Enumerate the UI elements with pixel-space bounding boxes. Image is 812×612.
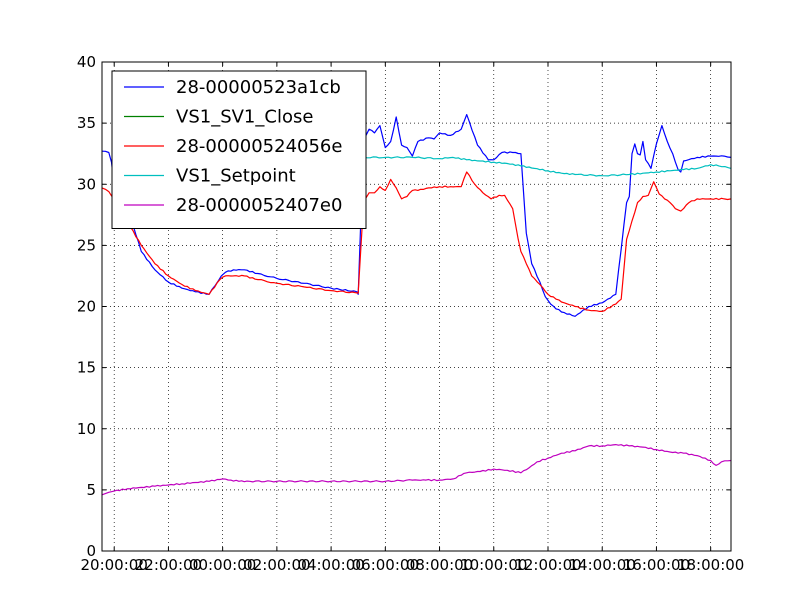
x-tick-label: 18:00:00 [677,556,744,574]
x-tick-label: 22:00:00 [135,556,202,574]
y-tick-label: 10 [77,420,96,438]
y-tick-label: 0 [86,542,96,560]
y-tick-label: 35 [77,114,96,132]
x-tick-label: 10:00:00 [460,556,527,574]
legend: 28-00000523a1cb VS1_SV1_Close 28-000005240… [111,70,367,229]
x-tick-label: 12:00:00 [514,556,581,574]
x-tick-label: 02:00:00 [243,556,310,574]
y-tick-label: 30 [77,175,96,193]
x-tick-label: 14:00:00 [569,556,636,574]
series-line [101,171,732,312]
legend-label: 28-00000524056e [176,136,342,157]
x-tick-label: 00:00:00 [189,556,256,574]
y-tick-label: 25 [77,236,96,254]
x-tick-label: 06:00:00 [352,556,419,574]
x-tick-label: 08:00:00 [406,556,473,574]
y-tick-label: 5 [86,481,96,499]
y-tick-label: 40 [77,53,96,71]
y-tick-label: 20 [77,298,96,316]
x-tick-label: 04:00:00 [297,556,364,574]
legend-label: 28-0000052407e0 [176,195,342,216]
legend-label: VS1_Setpoint [176,166,296,187]
axis-ticks: 0 5 10 15 20 25 30 35 40 20:00:0022:00:0000:00:00… [77,53,744,574]
series-line [360,156,732,177]
legend-label: 28-00000523a1cb [176,77,341,98]
series-line [101,114,732,317]
legend-label: VS1_SV1_Close [176,107,313,128]
series-line [101,444,732,496]
y-tick-label: 15 [77,359,96,377]
legend-box [111,70,367,229]
x-tick-label: 20:00:00 [81,556,148,574]
x-tick-label: 16:00:00 [623,556,690,574]
data-series [101,114,732,496]
